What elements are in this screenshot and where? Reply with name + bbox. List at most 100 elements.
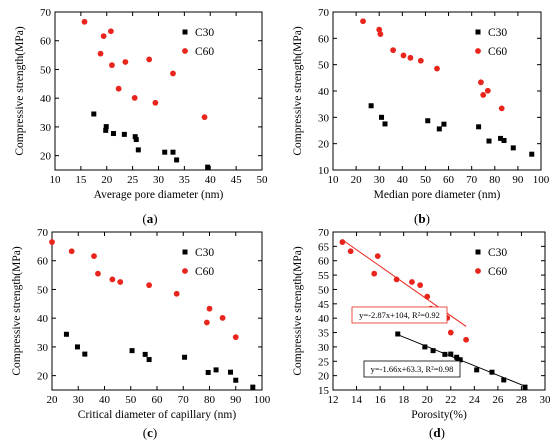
x-tick-label: 70 xyxy=(178,394,190,406)
legend-marker-c30 xyxy=(182,249,188,255)
data-point-c30 xyxy=(63,331,69,337)
x-tick-label: 60 xyxy=(443,174,455,186)
data-point-c30 xyxy=(103,127,109,133)
data-point-c30 xyxy=(476,124,482,130)
x-tick-label: 10 xyxy=(50,174,62,186)
data-point-c60 xyxy=(201,114,208,121)
data-point-c60 xyxy=(377,31,384,38)
x-tick-label: 40 xyxy=(99,394,111,406)
data-point-c30 xyxy=(448,351,454,357)
x-tick-label: 12 xyxy=(328,394,339,406)
legend-marker-c60 xyxy=(182,48,188,54)
panel-label: (a) xyxy=(142,211,157,226)
y-axis-label: Compressive strength(MPa) xyxy=(11,246,23,376)
x-tick-label: 20 xyxy=(101,174,113,186)
data-point-c60 xyxy=(91,253,97,260)
data-point-c30 xyxy=(442,351,448,357)
data-point-c60 xyxy=(146,282,153,289)
chart-panel-c: 20 30 40 50 60 70 80 90 100 20 30 40 50 60 70 Critical … xyxy=(11,227,271,440)
data-point-c30 xyxy=(501,377,507,383)
x-tick-label: 35 xyxy=(179,174,191,186)
data-point-c30 xyxy=(501,138,507,144)
y-tick-label: 40 xyxy=(40,93,52,105)
fit-equation-c30: y=-1.66x+63.3, R²=0.98 xyxy=(371,364,454,374)
data-point-c30 xyxy=(182,354,188,360)
data-point-c60 xyxy=(434,65,440,72)
panel-label-part: ( xyxy=(414,211,418,226)
data-point-c30 xyxy=(474,367,480,373)
x-tick-label: 24 xyxy=(469,394,481,406)
y-tick-label: 60 xyxy=(318,33,330,45)
y-tick-label: 50 xyxy=(318,60,330,72)
data-point-c30 xyxy=(135,147,141,153)
x-tick-label: 70 xyxy=(466,174,478,186)
data-point-c30 xyxy=(110,131,116,137)
x-tick-label: 18 xyxy=(398,394,410,406)
x-axis-label: Porosity(%) xyxy=(411,409,467,421)
plot-frame xyxy=(51,231,263,391)
panel-label-part: d xyxy=(433,425,441,440)
legend-label-c60: C60 xyxy=(488,266,507,278)
panel-label-part: b xyxy=(418,211,425,226)
data-point-c60 xyxy=(117,279,124,285)
data-point-c60 xyxy=(109,276,116,283)
data-point-c60 xyxy=(131,94,138,101)
panel-label-part: ) xyxy=(441,425,445,440)
x-tick-label: 50 xyxy=(420,174,432,186)
data-point-c60 xyxy=(206,305,213,312)
data-point-c60 xyxy=(81,18,88,25)
y-tick-label: 45 xyxy=(318,299,330,311)
y-tick-label: 60 xyxy=(318,256,330,268)
x-tick-label: 40 xyxy=(397,174,409,186)
data-point-c60 xyxy=(447,329,454,336)
data-point-c30 xyxy=(529,151,535,157)
panel-label-part: ( xyxy=(143,425,147,440)
equation-box xyxy=(351,306,448,324)
legend-label-c60: C60 xyxy=(195,46,214,58)
chart-panel-d: 12 14 16 18 20 22 24 26 28 30 15 20 25 30 35 40 45 50 55 60… xyxy=(292,227,550,440)
data-point-c60 xyxy=(371,270,378,277)
legend-label-c60: C60 xyxy=(195,266,214,278)
y-tick-label: 25 xyxy=(318,356,330,368)
data-point-c60 xyxy=(109,62,115,69)
data-point-c60 xyxy=(400,52,407,59)
x-tick-label: 90 xyxy=(230,394,242,406)
data-point-c60 xyxy=(484,87,491,94)
data-point-c30 xyxy=(436,126,442,132)
x-tick-label: 10 xyxy=(328,174,340,186)
data-point-c30 xyxy=(368,103,374,109)
panel-label: (c) xyxy=(143,425,157,440)
legend-marker-c30 xyxy=(475,29,481,35)
panel-label-part: ) xyxy=(426,211,430,226)
data-point-c60 xyxy=(424,293,431,300)
y-tick-label: 50 xyxy=(318,284,330,296)
x-tick-label: 40 xyxy=(205,174,217,186)
x-tick-label: 60 xyxy=(152,394,164,406)
data-point-c30 xyxy=(74,344,80,350)
y-axis-label: Compressive strength(MPa) xyxy=(14,26,26,156)
data-point-c30 xyxy=(457,357,463,363)
y-tick-label: 20 xyxy=(37,371,49,383)
y-tick-label: 20 xyxy=(318,371,330,383)
x-tick-label: 80 xyxy=(489,174,501,186)
x-tick-label: 45 xyxy=(231,174,243,186)
legend-marker-c30 xyxy=(475,249,481,255)
data-point-c60 xyxy=(68,248,75,255)
data-point-c60 xyxy=(115,85,122,92)
data-point-c60 xyxy=(407,54,414,61)
data-point-c30 xyxy=(132,134,138,140)
x-tick-label: 25 xyxy=(127,174,139,186)
x-tick-label: 14 xyxy=(351,394,363,406)
x-tick-label: 30 xyxy=(153,174,165,186)
data-point-c60 xyxy=(480,92,487,98)
panel-label-part: a xyxy=(147,211,154,226)
y-tick-label: 60 xyxy=(37,256,49,268)
y-tick-label: 40 xyxy=(318,313,330,325)
x-tick-label: 90 xyxy=(512,174,524,186)
data-point-c30 xyxy=(486,138,492,144)
x-tick-label: 100 xyxy=(254,394,271,406)
y-tick-label: 30 xyxy=(40,122,52,134)
y-tick-label: 35 xyxy=(318,328,330,340)
x-tick-label: 20 xyxy=(351,174,363,186)
